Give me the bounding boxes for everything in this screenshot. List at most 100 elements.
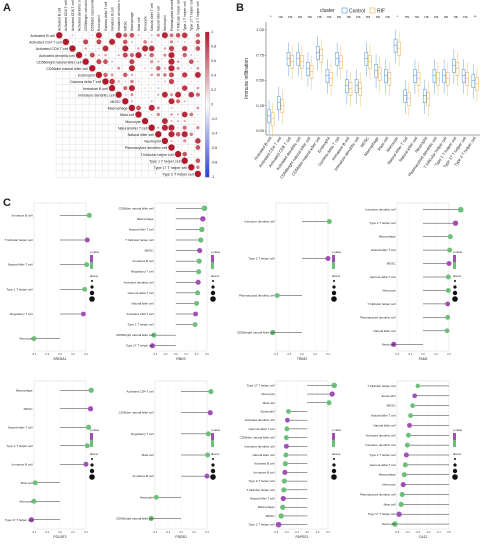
cell-label: Macrophage: [16, 388, 33, 392]
legend-swatch-rif: [369, 7, 376, 14]
correlation-dot: [182, 52, 187, 58]
matrix-cell: [55, 124, 63, 132]
matrix-cell: [82, 163, 90, 171]
cell-label: T follicular helper cell: [367, 302, 395, 306]
matrix-cell: [88, 104, 96, 112]
box: [432, 69, 437, 83]
correlation-dot: [138, 74, 139, 76]
correlation-dot: [144, 107, 146, 109]
lollipop-dot: [412, 393, 418, 399]
correlation-dot: [169, 40, 174, 44]
x-tick: -0.4: [32, 530, 37, 534]
row-label: Eosinophil: [78, 74, 95, 78]
column-label: T follicular helper cell: [176, 0, 180, 31]
correlation-dot: [130, 73, 134, 77]
x-tick: 0.4: [326, 352, 330, 356]
row-label: Monocyte: [125, 120, 141, 124]
box: [461, 69, 466, 83]
correlation-dot: [122, 39, 128, 45]
significance-label: ns: [415, 14, 419, 19]
lollipop-dot: [284, 426, 290, 432]
lollipop-dot: [446, 261, 452, 267]
matrix-cell: [55, 84, 63, 92]
cell-label: Type 1 T helper cell: [6, 444, 32, 448]
correlation-dot: [91, 41, 93, 43]
matrix-cell: [62, 78, 70, 85]
correlation-dot: [115, 91, 122, 98]
matrix-cell: [82, 111, 90, 118]
matrix-cell: [194, 170, 202, 178]
correlation-dot: [144, 74, 146, 76]
correlation-dot: [195, 145, 201, 150]
lollipop-dot: [329, 391, 335, 397]
matrix-cell: [135, 137, 142, 145]
lollipop-dot: [400, 482, 406, 488]
correlation-dot: [190, 41, 192, 43]
lollipop-dot: [148, 515, 154, 522]
significance-label: ns: [385, 14, 389, 19]
box: [319, 48, 324, 63]
matrix-cell: [108, 124, 116, 132]
correlation-dot: [195, 138, 201, 144]
abscor-dot: [331, 296, 337, 302]
legend-swatch-control: [341, 7, 348, 14]
lollipop-plot-pou3f2: -0.4 -0.2 0.0 0.2 0.4 POU3F2 Macrophage MDSC Nat…: [5, 380, 99, 539]
correlation-dot: [190, 120, 192, 122]
matrix-cell: [69, 117, 76, 125]
correlation-dot: [183, 139, 187, 143]
correlation-dot: [128, 65, 135, 72]
y-tick: 1.00: [256, 27, 265, 32]
abscor-dot: [90, 463, 94, 467]
matrix-cell: [115, 130, 123, 138]
correlation-dot: [182, 125, 187, 130]
column-label: CD56dim natural killer cell: [91, 0, 95, 31]
matrix-cell: [128, 137, 136, 145]
correlation-dot: [181, 32, 188, 39]
correlation-dot: [177, 40, 180, 43]
correlation-dot: [190, 54, 193, 57]
correlation-dot: [118, 74, 120, 76]
correlation-dot: [144, 114, 146, 115]
lollipop-dot: [283, 435, 289, 441]
correlation-dot: [84, 54, 87, 57]
colorbar-tick: 1: [211, 30, 213, 34]
x-tick: -0.4: [395, 352, 400, 356]
correlation-dot: [151, 120, 153, 122]
matrix-cell: [102, 124, 109, 132]
significance-label: ns: [347, 14, 351, 19]
correlation-dot: [89, 65, 96, 72]
pvalue-colorbar-low: [332, 440, 335, 447]
correlation-dot: [103, 59, 108, 65]
x-tick: 0.4: [195, 352, 199, 356]
legend-pvalue-title: p.value: [211, 428, 220, 432]
legend-pvalue-title: p.value: [453, 428, 462, 432]
correlation-dot: [129, 59, 135, 65]
correlation-dot: [161, 91, 168, 98]
correlation-dot: [176, 60, 180, 64]
matrix-cell: [95, 170, 103, 178]
correlation-dot: [102, 78, 109, 85]
significance-label: ns: [298, 14, 302, 19]
matrix-cell: [102, 157, 109, 165]
correlation-dot: [157, 87, 160, 90]
matrix-cell: [135, 163, 142, 171]
correlation-dot: [122, 98, 129, 105]
matrix-cell: [108, 170, 116, 178]
correlation-dot: [71, 34, 74, 37]
box: [413, 69, 417, 83]
matrix-cell: [128, 170, 136, 178]
significance-label: ns: [308, 14, 312, 19]
correlation-dot: [144, 61, 146, 63]
matrix-cell: [121, 163, 129, 171]
x-tick: -0.4: [284, 530, 289, 534]
row-label: Type 17 T helper cell: [154, 166, 187, 170]
correlation-dot: [175, 32, 181, 38]
matrix-cell: [75, 84, 83, 92]
box: [465, 72, 469, 86]
matrix-cell: [102, 150, 109, 158]
cell-label: Mast cell: [21, 481, 33, 485]
correlation-dot: [182, 151, 188, 157]
correlation-dot: [137, 47, 140, 50]
column-label: Eosinophil: [97, 15, 101, 31]
cell-label: MDSC: [145, 249, 155, 253]
